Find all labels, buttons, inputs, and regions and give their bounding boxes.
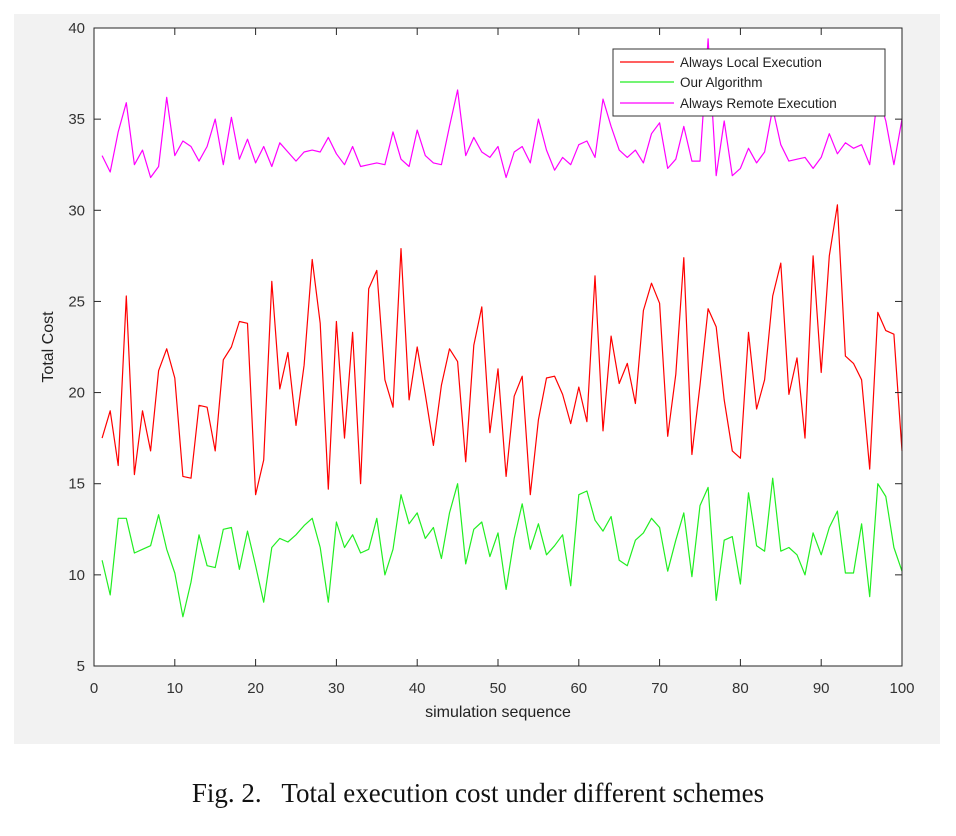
- x-tick-label: 20: [247, 680, 264, 697]
- series-line-ours: [101, 477, 903, 618]
- y-tick-label: 20: [68, 385, 85, 402]
- y-tick-label: 40: [68, 20, 85, 37]
- figure-panel: 0 10 20 30 40 50 60 70 80 90 100 5 10 15 20 25 30 35 40 si…: [14, 14, 940, 744]
- y-tick-label: 30: [68, 202, 85, 219]
- x-tick-label: 80: [732, 680, 749, 697]
- series-line-remote: [101, 38, 903, 179]
- legend: Always Local Execution Our Algorithm Alw…: [612, 48, 886, 117]
- x-tick-label: 10: [166, 680, 183, 697]
- y-tick-label: 15: [68, 476, 85, 493]
- line-chart: 0 10 20 30 40 50 60 70 80 90 100 5 10 15 20 25 30 35 40 si…: [40, 20, 915, 721]
- y-tick-label: 35: [68, 111, 85, 128]
- y-axis-title: Total Cost: [40, 311, 57, 383]
- axes-layer: 0 10 20 30 40 50 60 70 80 90 100 5 10 15 20 25 30 35 40: [68, 20, 914, 697]
- x-tick-label: 30: [328, 680, 345, 697]
- legend-label-remote: Always Remote Execution: [680, 96, 837, 111]
- x-tick-label: 70: [651, 680, 668, 697]
- x-tick-label: 0: [90, 680, 98, 697]
- x-axis-title: simulation sequence: [425, 704, 571, 721]
- x-tick-label: 60: [570, 680, 587, 697]
- y-tick-label: 5: [77, 658, 85, 675]
- series-line-local: [101, 204, 903, 496]
- plot-area: [94, 28, 902, 666]
- series-layer: [101, 38, 903, 618]
- x-tick-label: 90: [813, 680, 830, 697]
- figure-caption: Fig. 2. Total execution cost under diffe…: [191, 778, 765, 808]
- y-tick-label: 10: [68, 567, 85, 584]
- x-tick-label: 40: [409, 680, 426, 697]
- y-tick-label: 25: [68, 293, 85, 310]
- x-tick-label: 100: [889, 680, 914, 697]
- x-tick-label: 50: [490, 680, 507, 697]
- legend-label-ours: Our Algorithm: [680, 75, 763, 90]
- legend-label-local: Always Local Execution: [680, 55, 822, 70]
